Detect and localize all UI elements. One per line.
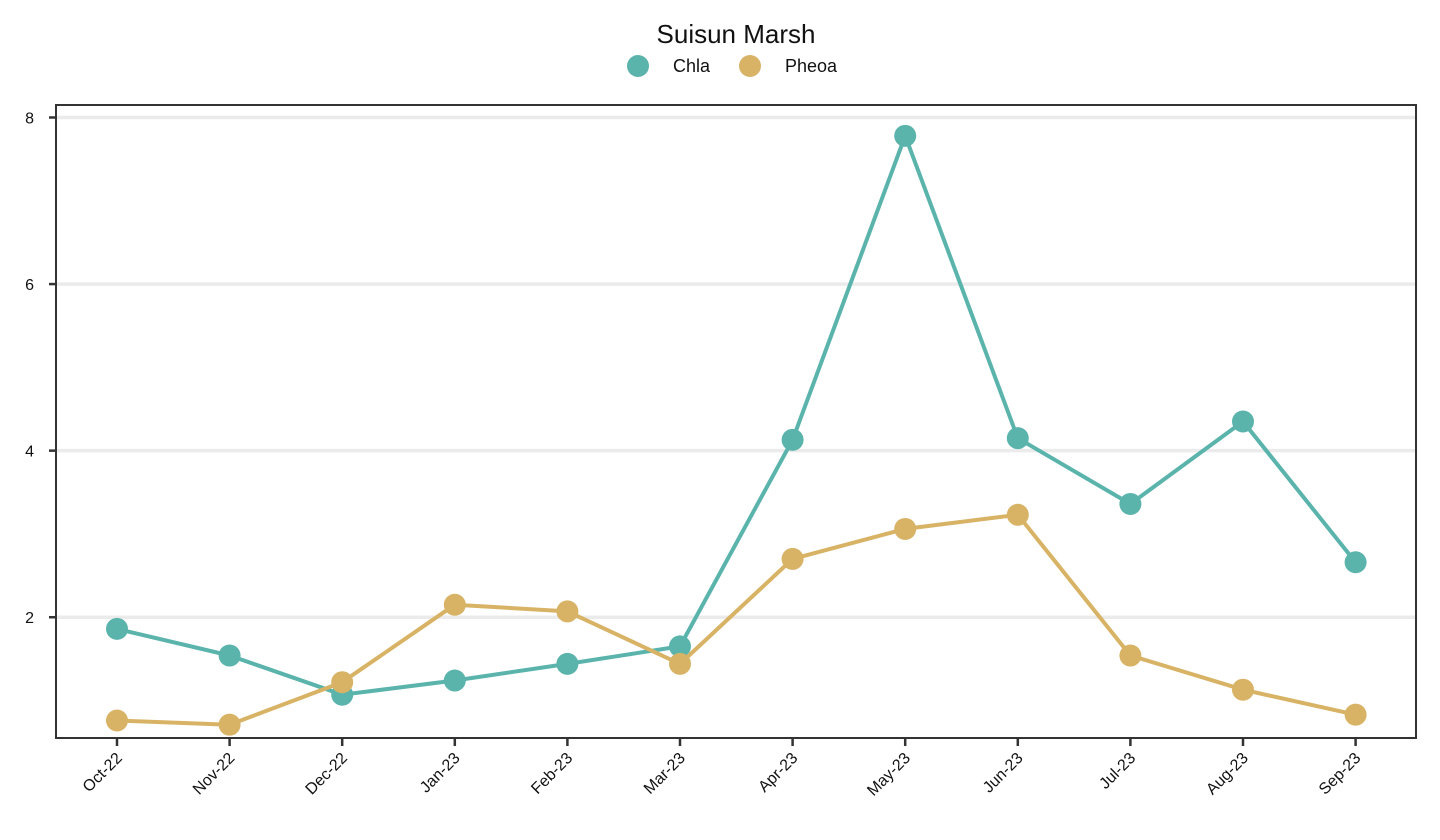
x-tick-label-Sep-23: Sep-23 [1316,750,1365,799]
series-line-pheoa [116,512,1357,727]
point-pheoa-Jan-23 [443,593,466,616]
point-chla-Feb-23 [556,652,579,675]
point-pheoa-Jul-23 [1119,644,1142,667]
legend-marker-chla [627,55,649,77]
legend-item-pheoa: Pheoa [739,55,838,77]
point-chla-Jan-23 [443,669,466,692]
y-tick-label-8: 8 [25,110,34,127]
point-pheoa-Apr-23 [781,547,804,570]
point-chla-Oct-22 [106,617,128,640]
y-axis: 2 4 6 8 [25,110,56,627]
point-chla-Apr-23 [781,428,804,451]
series-layer [106,124,1367,736]
point-chla-Aug-23 [1232,410,1254,433]
legend: Chla Pheoa [627,55,838,77]
point-pheoa-Dec-22 [331,671,354,694]
point-chla-Jun-23 [1006,427,1029,450]
legend-label-pheoa: Pheoa [785,56,838,76]
x-tick-label-May-23: May-23 [864,750,914,800]
x-tick-label-Feb-23: Feb-23 [528,750,576,798]
point-pheoa-Aug-23 [1232,678,1254,701]
point-pheoa-Mar-23 [669,652,691,675]
legend-marker-pheoa [739,55,761,77]
x-tick-label-Nov-22: Nov-22 [190,750,239,799]
point-pheoa-May-23 [894,517,917,540]
y-tick-label-4: 4 [25,444,34,461]
point-chla-Mar-23 [669,635,691,658]
plot-panel-border [55,104,1417,739]
gridlines [56,115,1416,619]
y-tick-label-6: 6 [25,277,34,294]
x-tick-label-Jan-23: Jan-23 [417,750,464,797]
x-tick-label-Oct-22: Oct-22 [80,750,126,796]
legend-label-chla: Chla [673,56,711,76]
x-tick-label-Apr-23: Apr-23 [755,750,801,796]
chart-title: Suisun Marsh [657,19,816,49]
x-tick-label-Mar-23: Mar-23 [641,750,689,798]
series-pheoa [106,503,1367,736]
x-tick-label-Aug-23: Aug-23 [1203,750,1252,799]
x-tick-label-Jun-23: Jun-23 [980,750,1027,797]
x-tick-label-Jul-23: Jul-23 [1096,750,1139,793]
point-pheoa-Feb-23 [556,600,579,623]
x-tick-label-Dec-22: Dec-22 [303,750,352,799]
point-pheoa-Nov-22 [218,713,241,736]
point-pheoa-Jun-23 [1006,503,1029,526]
point-chla-Nov-22 [218,644,241,667]
point-chla-May-23 [894,124,917,147]
point-chla-Sep-23 [1344,551,1367,574]
point-pheoa-Oct-22 [106,709,128,732]
y-tick-label-2: 2 [25,610,34,627]
legend-item-chla: Chla [627,55,711,77]
x-axis: Oct-22 Nov-22 Dec-22 Jan-23 Feb-23 Mar-23 Apr-… [80,738,1365,800]
point-chla-Jul-23 [1119,492,1142,515]
point-pheoa-Sep-23 [1344,703,1367,726]
